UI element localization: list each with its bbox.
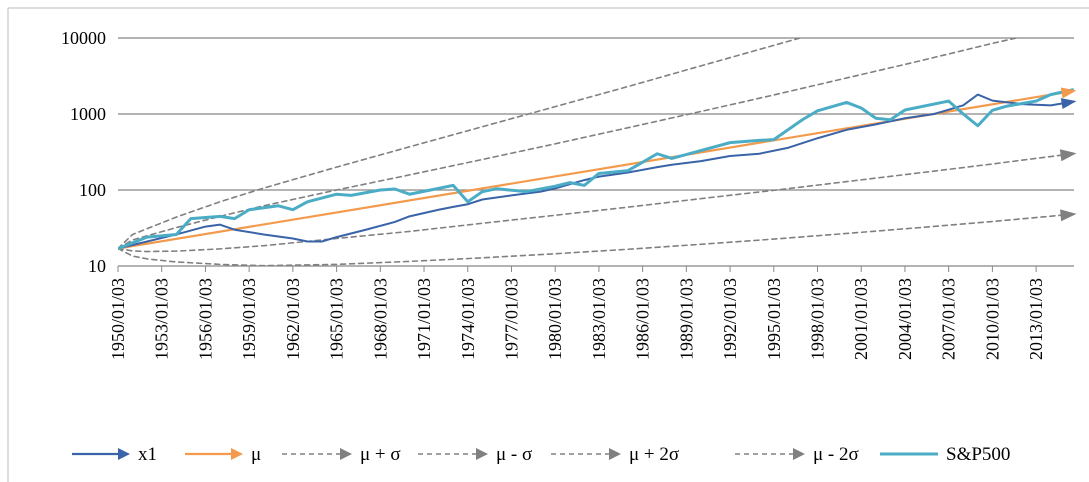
x-tick-label: 1980/01/03 (545, 278, 565, 360)
x-tick-label: 2004/01/03 (895, 278, 915, 360)
x-tick-label: 1974/01/03 (458, 278, 478, 360)
x-tick-label: 1986/01/03 (633, 278, 653, 360)
x-tick-label: 1995/01/03 (764, 278, 784, 360)
x-tick-label: 1950/01/03 (108, 278, 128, 360)
x-tick-label: 1962/01/03 (283, 278, 303, 360)
gridlines (118, 37, 1074, 267)
legend: x1 μ μ + σ μ - σ μ + 2σ μ - 2σ S&P500 (72, 444, 1010, 465)
legend-arrow-icon (340, 448, 352, 460)
legend-item: μ + σ (282, 444, 401, 465)
x-tick-label: 2001/01/03 (851, 278, 871, 360)
legend-item: μ - 2σ (735, 444, 859, 465)
series-line-band-4 (118, 38, 803, 250)
x-tick-label: 2007/01/03 (939, 278, 959, 360)
legend-label: μ (251, 444, 261, 465)
x-tick-label: 2013/01/03 (1026, 278, 1046, 360)
arrowhead-band (1060, 209, 1077, 222)
legend-arrow-icon (118, 448, 130, 460)
arrowhead-mu (1060, 87, 1077, 99)
x-tick-label: 1959/01/03 (239, 278, 259, 360)
legend-item: μ + 2σ (551, 444, 679, 465)
y-tick-label: 10 (88, 256, 106, 276)
legend-label: μ - σ (496, 444, 532, 465)
series-line-band-3 (118, 152, 1074, 253)
x-tick-label: 1992/01/03 (720, 278, 740, 360)
series-arrowheads (1059, 87, 1077, 222)
x-tick-label: 1971/01/03 (414, 278, 434, 360)
series-line-sp500 (118, 88, 1074, 250)
legend-arrow-icon (231, 448, 243, 460)
legend-arrow-icon (793, 448, 805, 460)
legend-arrow-icon (609, 448, 621, 460)
series-line-x1 (118, 93, 1074, 250)
legend-label: μ + 2σ (629, 444, 679, 465)
x-tick-label: 1983/01/03 (589, 278, 609, 360)
y-tick-label: 10000 (61, 28, 106, 48)
arrowhead-x1 (1060, 98, 1077, 109)
axes: 10 100 1000 10000 1950/01/03 1953/01/03 1956/0… (61, 28, 1046, 360)
series-line-band-5 (118, 213, 1074, 266)
legend-label: μ - 2σ (813, 444, 859, 465)
x-tick-label: 1977/01/03 (501, 278, 521, 360)
y-tick-label: 1000 (70, 104, 106, 124)
x-tick-label: 1953/01/03 (152, 278, 172, 360)
y-tick-label: 100 (79, 180, 106, 200)
x-tick-label: 2010/01/03 (982, 278, 1002, 360)
series-group (118, 38, 1074, 266)
x-tick-label: 1989/01/03 (676, 278, 696, 360)
legend-item: μ - σ (418, 444, 532, 465)
legend-label: S&P500 (946, 444, 1010, 465)
legend-label: μ + σ (360, 444, 401, 465)
legend-label: x1 (138, 444, 157, 465)
legend-arrow-icon (476, 448, 488, 460)
x-tick-label: 1956/01/03 (195, 278, 215, 360)
x-tick-label: 1965/01/03 (327, 278, 347, 360)
series-line-band-2 (118, 38, 1020, 250)
x-tick-label: 1998/01/03 (808, 278, 828, 360)
arrowhead-band (1059, 149, 1077, 162)
legend-item: μ (185, 444, 261, 465)
x-tick-label: 1968/01/03 (370, 278, 390, 360)
legend-item: x1 (72, 444, 157, 465)
legend-item: S&P500 (880, 444, 1010, 465)
